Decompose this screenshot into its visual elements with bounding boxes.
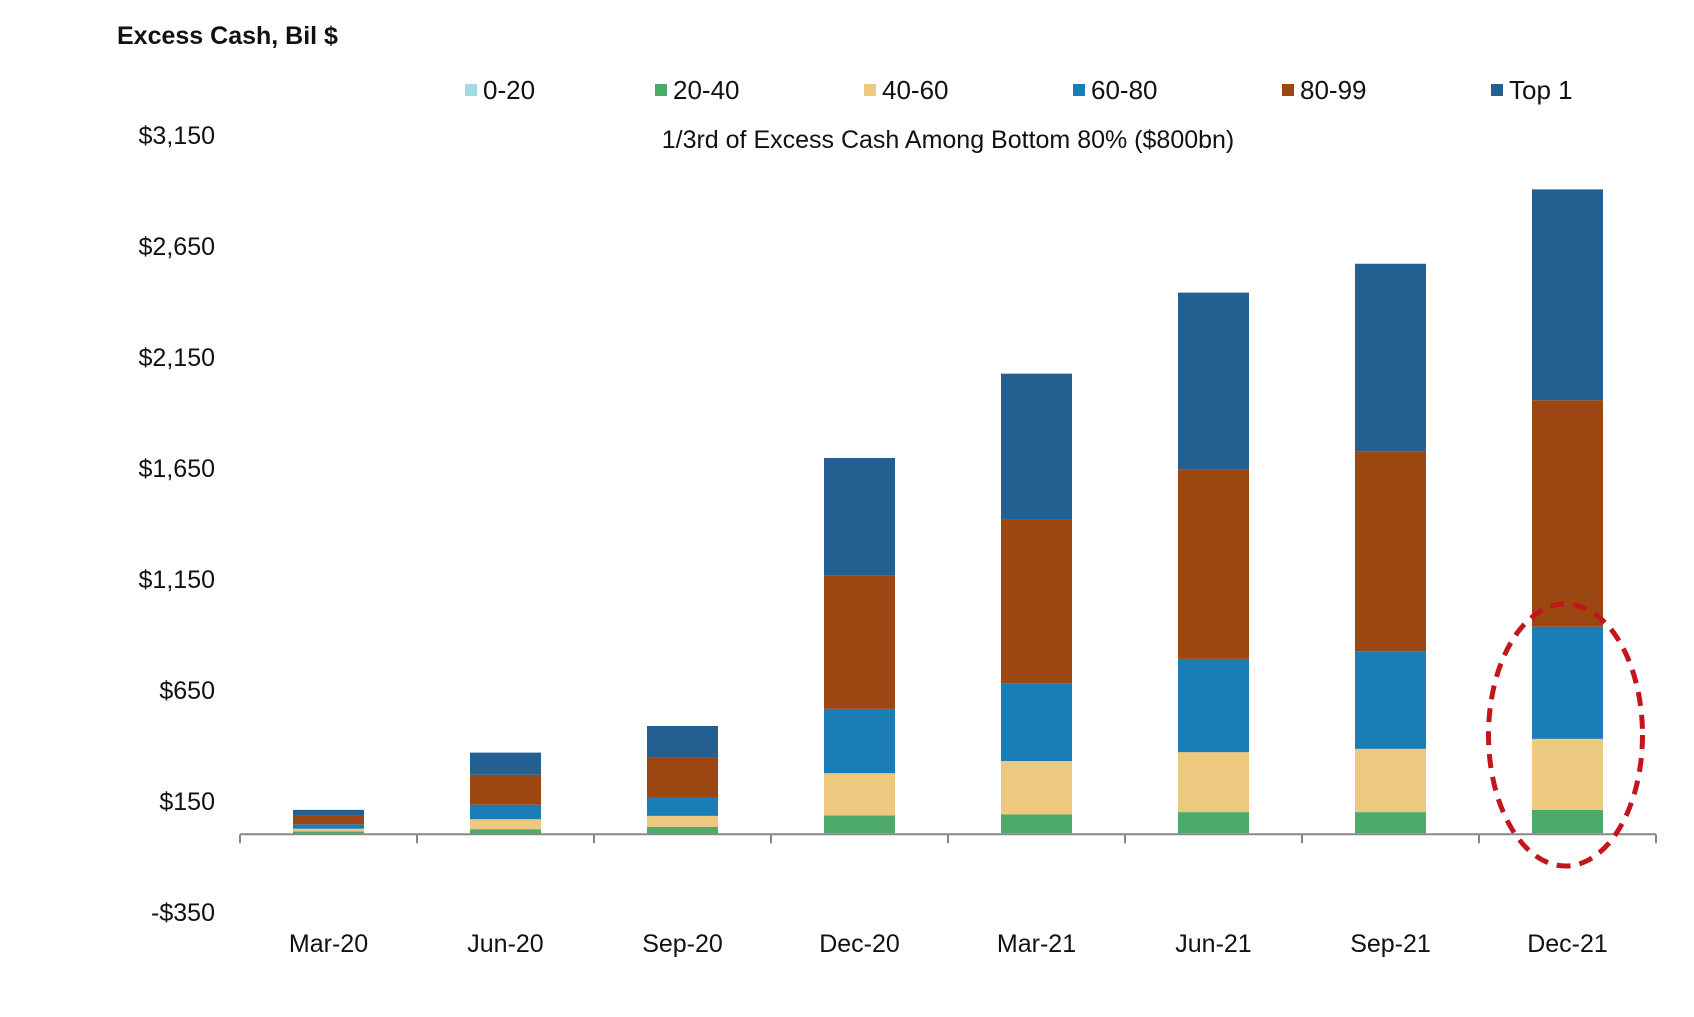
legend-item: 80-99 bbox=[1282, 75, 1367, 105]
bar-segment bbox=[824, 458, 895, 576]
legend-item: 60-80 bbox=[1073, 75, 1158, 105]
bar-segment bbox=[470, 774, 541, 805]
legend-label: 20-40 bbox=[673, 75, 740, 105]
bar-segment bbox=[293, 824, 364, 829]
bar-segment bbox=[1355, 451, 1426, 652]
bar-segment bbox=[293, 815, 364, 825]
bar-segment bbox=[1178, 469, 1249, 659]
y-tick-label: $2,150 bbox=[139, 344, 215, 372]
bar-segment bbox=[470, 752, 541, 775]
bar-segment bbox=[1178, 292, 1249, 470]
bar-segment bbox=[293, 828, 364, 832]
x-tick-label: Dec-20 bbox=[819, 930, 900, 958]
bar-segment bbox=[1355, 812, 1426, 834]
bar-segment bbox=[824, 708, 895, 774]
legend-label: Top 1 bbox=[1509, 75, 1573, 105]
bar-segment bbox=[647, 757, 718, 798]
legend-swatch bbox=[1491, 84, 1503, 96]
bar-segment bbox=[1355, 748, 1426, 813]
y-tick-label: $150 bbox=[159, 788, 215, 816]
bar-segment bbox=[1001, 761, 1072, 815]
legend-label: 60-80 bbox=[1091, 75, 1158, 105]
x-tick-label: Dec-21 bbox=[1527, 930, 1608, 958]
x-tick-label: Sep-21 bbox=[1350, 930, 1431, 958]
y-tick-label: $1,150 bbox=[139, 566, 215, 594]
bar-segment bbox=[1355, 263, 1426, 452]
bars bbox=[293, 189, 1603, 835]
bar-segment bbox=[647, 725, 718, 758]
legend-item: 0-20 bbox=[465, 75, 535, 105]
bar-segment bbox=[1355, 651, 1426, 749]
y-tick-label: $3,150 bbox=[139, 122, 215, 150]
bar-segment bbox=[470, 804, 541, 820]
y-tick-label: $650 bbox=[159, 677, 215, 705]
bar-segment bbox=[293, 831, 364, 834]
bar-segment bbox=[1001, 373, 1072, 520]
bar-segment bbox=[293, 809, 364, 816]
y-tick-label: $2,650 bbox=[139, 233, 215, 261]
bar-segment bbox=[1178, 752, 1249, 813]
legend-item: 20-40 bbox=[655, 75, 740, 105]
bar-segment bbox=[1178, 658, 1249, 753]
bar-segment bbox=[1001, 814, 1072, 834]
bar-segment bbox=[1178, 812, 1249, 834]
bar-segment bbox=[647, 826, 718, 834]
bar-segment bbox=[1001, 683, 1072, 762]
legend-label: 40-60 bbox=[882, 75, 949, 105]
highlight-ellipse bbox=[1486, 601, 1645, 869]
bar-segment bbox=[824, 575, 895, 709]
bar-segment bbox=[824, 773, 895, 816]
bar-segment bbox=[647, 797, 718, 816]
highlight-group bbox=[1486, 601, 1645, 869]
y-axis: -$350 $150 $650 $1,150 $1,650 $2,150 $2,650 $3,… bbox=[139, 122, 215, 927]
x-axis: Mar-20 Jun-20 Sep-20 Dec-20 Mar-21 Jun-21 Sep-… bbox=[239, 833, 1657, 958]
bar-segment bbox=[1532, 626, 1603, 739]
bar-segment bbox=[1532, 738, 1603, 810]
chart-title: Excess Cash, Bil $ bbox=[117, 22, 338, 50]
bar-segment bbox=[470, 829, 541, 834]
y-tick-label: $1,650 bbox=[139, 455, 215, 483]
x-tick-label: Jun-21 bbox=[1175, 930, 1251, 958]
bar-segment bbox=[1532, 400, 1603, 627]
x-tick-label: Sep-20 bbox=[642, 930, 723, 958]
bar-segment bbox=[470, 819, 541, 830]
legend-swatch bbox=[864, 84, 876, 96]
legend: 0-20 20-40 40-60 60-80 80-99 Top 1 bbox=[465, 75, 1573, 105]
legend-swatch bbox=[655, 84, 667, 96]
x-tick-label: Mar-21 bbox=[997, 930, 1076, 958]
x-tick-label: Jun-20 bbox=[467, 930, 543, 958]
legend-label: 80-99 bbox=[1300, 75, 1367, 105]
bar-segment bbox=[1532, 809, 1603, 834]
x-tick-label: Mar-20 bbox=[289, 930, 368, 958]
bar-segment bbox=[647, 815, 718, 827]
bar-segment bbox=[824, 815, 895, 834]
chart-annotation: 1/3rd of Excess Cash Among Bottom 80% ($… bbox=[662, 126, 1235, 154]
legend-label: 0-20 bbox=[483, 75, 535, 105]
legend-swatch bbox=[1282, 84, 1294, 96]
bar-segment bbox=[1001, 519, 1072, 684]
legend-item: 40-60 bbox=[864, 75, 949, 105]
legend-swatch bbox=[1073, 84, 1085, 96]
legend-swatch bbox=[465, 84, 477, 96]
bar-segment bbox=[1532, 189, 1603, 401]
legend-item: Top 1 bbox=[1491, 75, 1573, 105]
y-tick-label: -$350 bbox=[151, 899, 215, 927]
